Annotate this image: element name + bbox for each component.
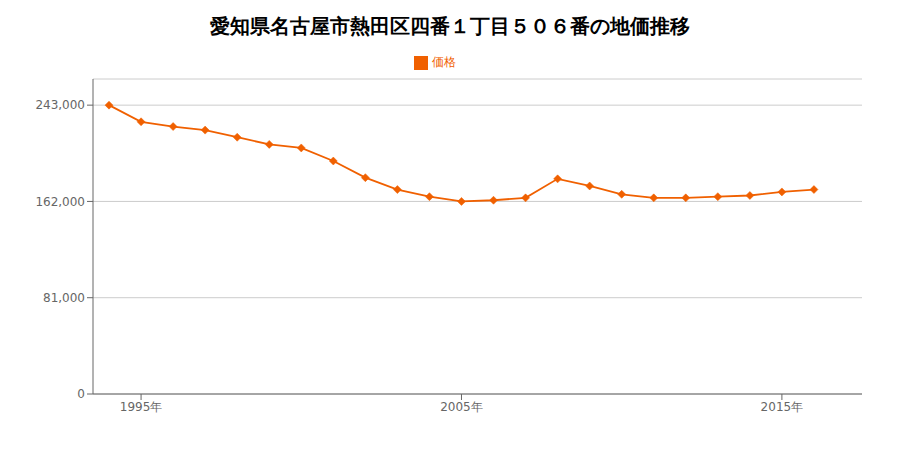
svg-text:1995年: 1995年 <box>120 400 163 414</box>
svg-text:243,000: 243,000 <box>35 98 85 112</box>
svg-text:2005年: 2005年 <box>440 400 483 414</box>
html-text:愛知県名古屋市熱田区四番１丁目５０６番の地価推移: 愛知県名古屋市熱田区四番１丁目５０６番の地価推移 <box>210 14 690 38</box>
svg-text:162,000: 162,000 <box>35 195 85 209</box>
svg-text:0: 0 <box>77 387 85 401</box>
html-text:価格: 価格 <box>432 55 456 69</box>
svg-text:81,000: 81,000 <box>43 291 85 305</box>
svg-text:2015年: 2015年 <box>761 400 804 414</box>
